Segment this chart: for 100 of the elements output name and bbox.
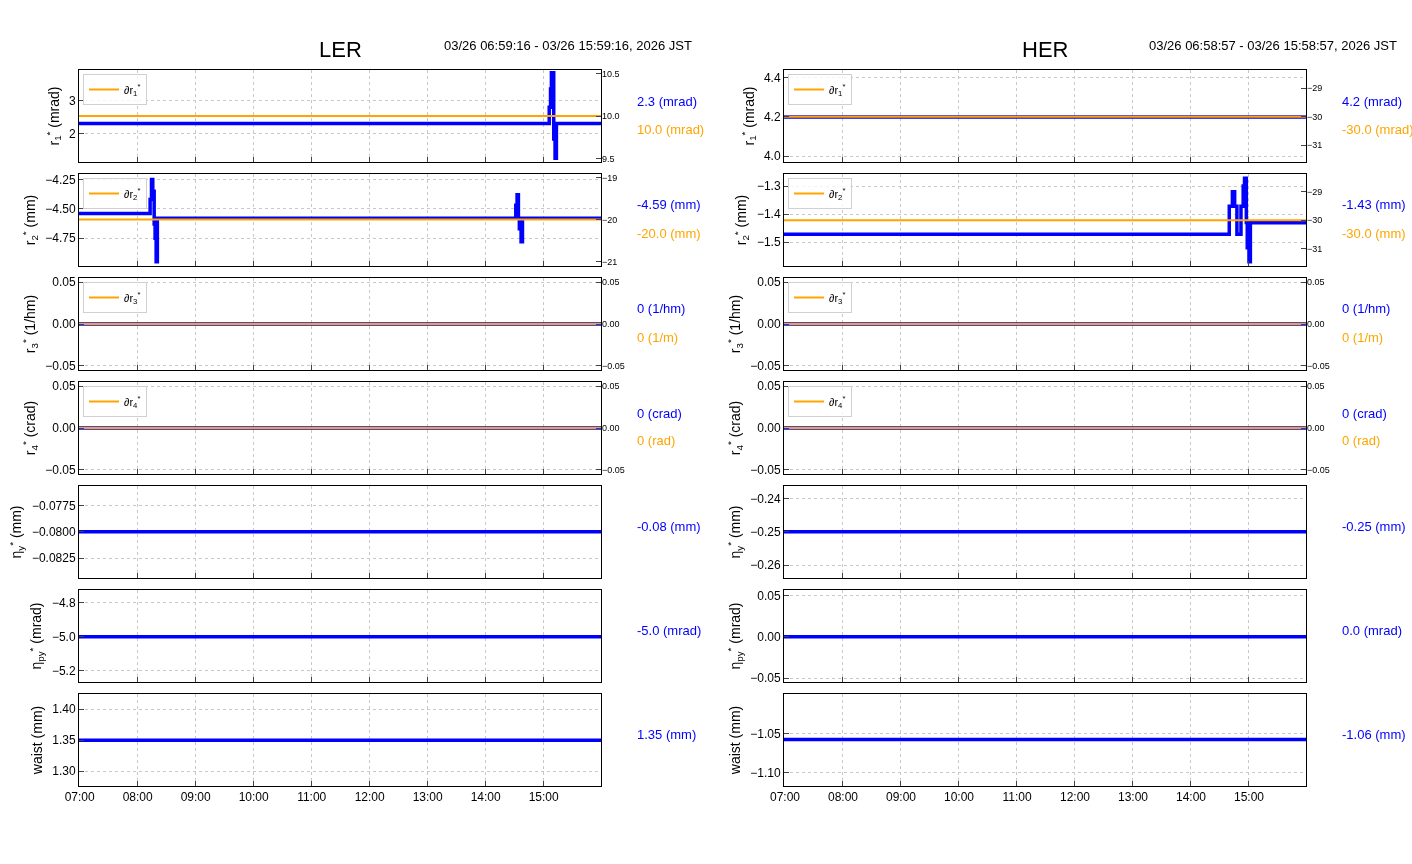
y-tick-label: −1.10 <box>750 765 781 780</box>
text: 4.2 (mrad) <box>1342 94 1402 109</box>
chart-title: LER <box>319 37 362 62</box>
y2-tick-label: −20 <box>602 214 618 225</box>
y2-tick-label: −0.05 <box>1307 360 1330 371</box>
y-tick-label: 4.2 <box>763 110 781 125</box>
x-tick-label: 09:00 <box>180 790 212 805</box>
y-tick-label: −0.05 <box>750 359 781 374</box>
y-tick-label: −0.05 <box>45 359 76 374</box>
x-tick-label: 12:00 <box>1059 790 1091 805</box>
text: 0 (1/hm) <box>1342 301 1391 316</box>
text: 0 (crad) <box>637 406 682 421</box>
y2-tick-label: 9.5 <box>602 153 615 164</box>
x-tick-label: 11:00 <box>297 790 327 805</box>
y2-tick-label: 0.05 <box>1307 277 1325 288</box>
y-tick-label: 0.00 <box>757 317 781 332</box>
y2-tick-label: 0.00 <box>1307 319 1325 330</box>
text: 0.0 (mrad) <box>1342 623 1402 638</box>
y-tick-label: −0.05 <box>750 671 781 686</box>
chart-subtitle: 03/26 06:59:16 - 03/26 15:59:16, 2026 JST <box>444 38 692 53</box>
y-tick-label: −0.05 <box>45 463 76 478</box>
y2-tick-label: −19 <box>602 172 618 183</box>
y-axis-title: waist (mm) <box>28 705 45 776</box>
y2-tick-label: 10.0 <box>602 111 620 122</box>
x-tick-label: 14:00 <box>470 790 502 805</box>
x-tick-label: 15:00 <box>1233 790 1265 805</box>
y2-tick-label: −30 <box>1307 215 1323 226</box>
y-tick-label: −0.05 <box>750 463 781 478</box>
y-tick-label: −5.2 <box>51 663 76 678</box>
y2-tick-label: −31 <box>1307 140 1323 151</box>
y-tick-label: 4.0 <box>763 149 781 164</box>
y-tick-label: −1.3 <box>756 179 781 194</box>
y-tick-label: 0.05 <box>757 588 781 603</box>
y2-tick-label: 0.00 <box>602 423 620 434</box>
y-tick-label: 4.4 <box>763 71 781 86</box>
text: 0 (1/m) <box>1342 330 1384 345</box>
y-tick-label: 1.40 <box>52 702 76 717</box>
x-tick-label: 12:00 <box>354 790 386 805</box>
y-tick-label: −0.25 <box>750 525 781 540</box>
x-tick-label: 11:00 <box>1002 790 1032 805</box>
y-tick-label: −4.75 <box>45 231 76 246</box>
x-tick-label: 10:00 <box>943 790 975 805</box>
chart-subtitle: 03/26 06:58:57 - 03/26 15:58:57, 2026 JST <box>1149 38 1397 53</box>
text: -0.08 (mm) <box>637 519 701 534</box>
y2-tick-label: −0.05 <box>602 360 625 371</box>
y2-tick-label: 0.00 <box>602 319 620 330</box>
text: -1.43 (mm) <box>1342 197 1406 212</box>
x-tick-label: 09:00 <box>885 790 917 805</box>
y2-tick-label: −0.05 <box>1307 464 1330 475</box>
text: -30.0 (mm) <box>1342 226 1406 241</box>
x-tick-label: 07:00 <box>769 790 801 805</box>
text: 0 (1/m) <box>637 330 679 345</box>
y2-tick-label: −21 <box>602 256 618 267</box>
x-tick-label: 13:00 <box>412 790 444 805</box>
y-tick-label: 2 <box>68 127 76 142</box>
y-tick-label: −0.26 <box>750 558 781 573</box>
x-tick-label: 08:00 <box>827 790 859 805</box>
text: -30.0 (mrad) <box>1342 122 1412 137</box>
y-tick-label: −0.24 <box>750 491 781 506</box>
text: -5.0 (mrad) <box>637 623 702 638</box>
y-tick-label: 0.00 <box>757 421 781 436</box>
y2-tick-label: 0.05 <box>1307 381 1325 392</box>
y2-tick-label: 0.05 <box>602 381 620 392</box>
y-tick-label: −0.0825 <box>31 551 76 566</box>
y-tick-label: −4.25 <box>45 172 76 187</box>
y-tick-label: −0.0775 <box>31 498 76 513</box>
y-tick-label: 0.00 <box>52 317 76 332</box>
y-tick-label: 1.30 <box>52 764 76 779</box>
y2-tick-label: −31 <box>1307 243 1323 254</box>
y-tick-label: 0.05 <box>757 275 781 290</box>
y-tick-label: 0.00 <box>757 629 781 644</box>
y2-tick-label: 0.05 <box>602 277 620 288</box>
y2-tick-label: −29 <box>1307 186 1323 197</box>
y-tick-label: 0.05 <box>52 275 76 290</box>
y2-tick-label: −0.05 <box>602 464 625 475</box>
y-tick-label: −1.05 <box>750 726 781 741</box>
text: -1.06 (mm) <box>1342 727 1406 742</box>
y-tick-label: −1.5 <box>756 235 781 250</box>
y2-tick-label: −30 <box>1307 111 1323 122</box>
text: 1.35 (mm) <box>637 727 697 742</box>
y-tick-label: 0.05 <box>52 379 76 394</box>
y-tick-label: −0.0800 <box>31 524 76 539</box>
x-tick-label: 10:00 <box>238 790 270 805</box>
text: 2.3 (mrad) <box>637 94 697 109</box>
y-tick-label: 3 <box>68 93 76 108</box>
x-tick-label: 13:00 <box>1117 790 1149 805</box>
y-tick-label: 0.00 <box>52 421 76 436</box>
text: -0.25 (mm) <box>1342 519 1406 534</box>
y-tick-label: −4.8 <box>51 596 76 611</box>
y-tick-label: −4.50 <box>45 202 76 217</box>
y-tick-label: 0.05 <box>757 379 781 394</box>
chart-title: HER <box>1022 37 1069 62</box>
y-tick-label: −1.4 <box>756 207 781 222</box>
y2-tick-label: 10.5 <box>602 68 620 79</box>
x-tick-label: 08:00 <box>122 790 154 805</box>
y-tick-label: −5.0 <box>51 629 76 644</box>
y2-tick-label: 0.00 <box>1307 423 1325 434</box>
text: 0 (1/hm) <box>637 301 686 316</box>
x-tick-label: 07:00 <box>64 790 96 805</box>
text: -20.0 (mm) <box>637 226 701 241</box>
